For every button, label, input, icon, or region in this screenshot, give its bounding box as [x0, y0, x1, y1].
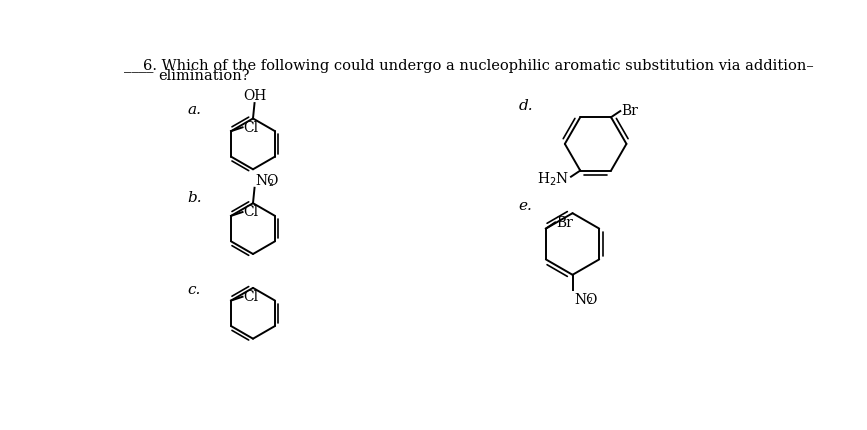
- Text: NO: NO: [574, 292, 597, 306]
- Text: b.: b.: [187, 190, 202, 205]
- Text: Cl: Cl: [244, 205, 258, 219]
- Text: OH: OH: [243, 89, 266, 103]
- Text: Cl: Cl: [244, 120, 258, 134]
- Text: a.: a.: [187, 102, 201, 116]
- Text: H$_2$N: H$_2$N: [538, 170, 570, 187]
- Text: Cl: Cl: [244, 289, 258, 303]
- Text: elimination?: elimination?: [159, 69, 250, 83]
- Text: d.: d.: [518, 98, 533, 112]
- Text: $_2$: $_2$: [269, 178, 275, 190]
- Text: $_2$: $_2$: [587, 295, 593, 307]
- Text: 6. Which of the following could undergo a nucleophilic aromatic substitution via: 6. Which of the following could undergo …: [143, 58, 813, 73]
- Text: Br: Br: [621, 104, 638, 118]
- Text: c.: c.: [187, 283, 201, 297]
- Text: NO: NO: [255, 174, 278, 187]
- Text: ____: ____: [124, 58, 154, 73]
- Text: Br: Br: [556, 215, 573, 229]
- Text: e.: e.: [518, 198, 532, 212]
